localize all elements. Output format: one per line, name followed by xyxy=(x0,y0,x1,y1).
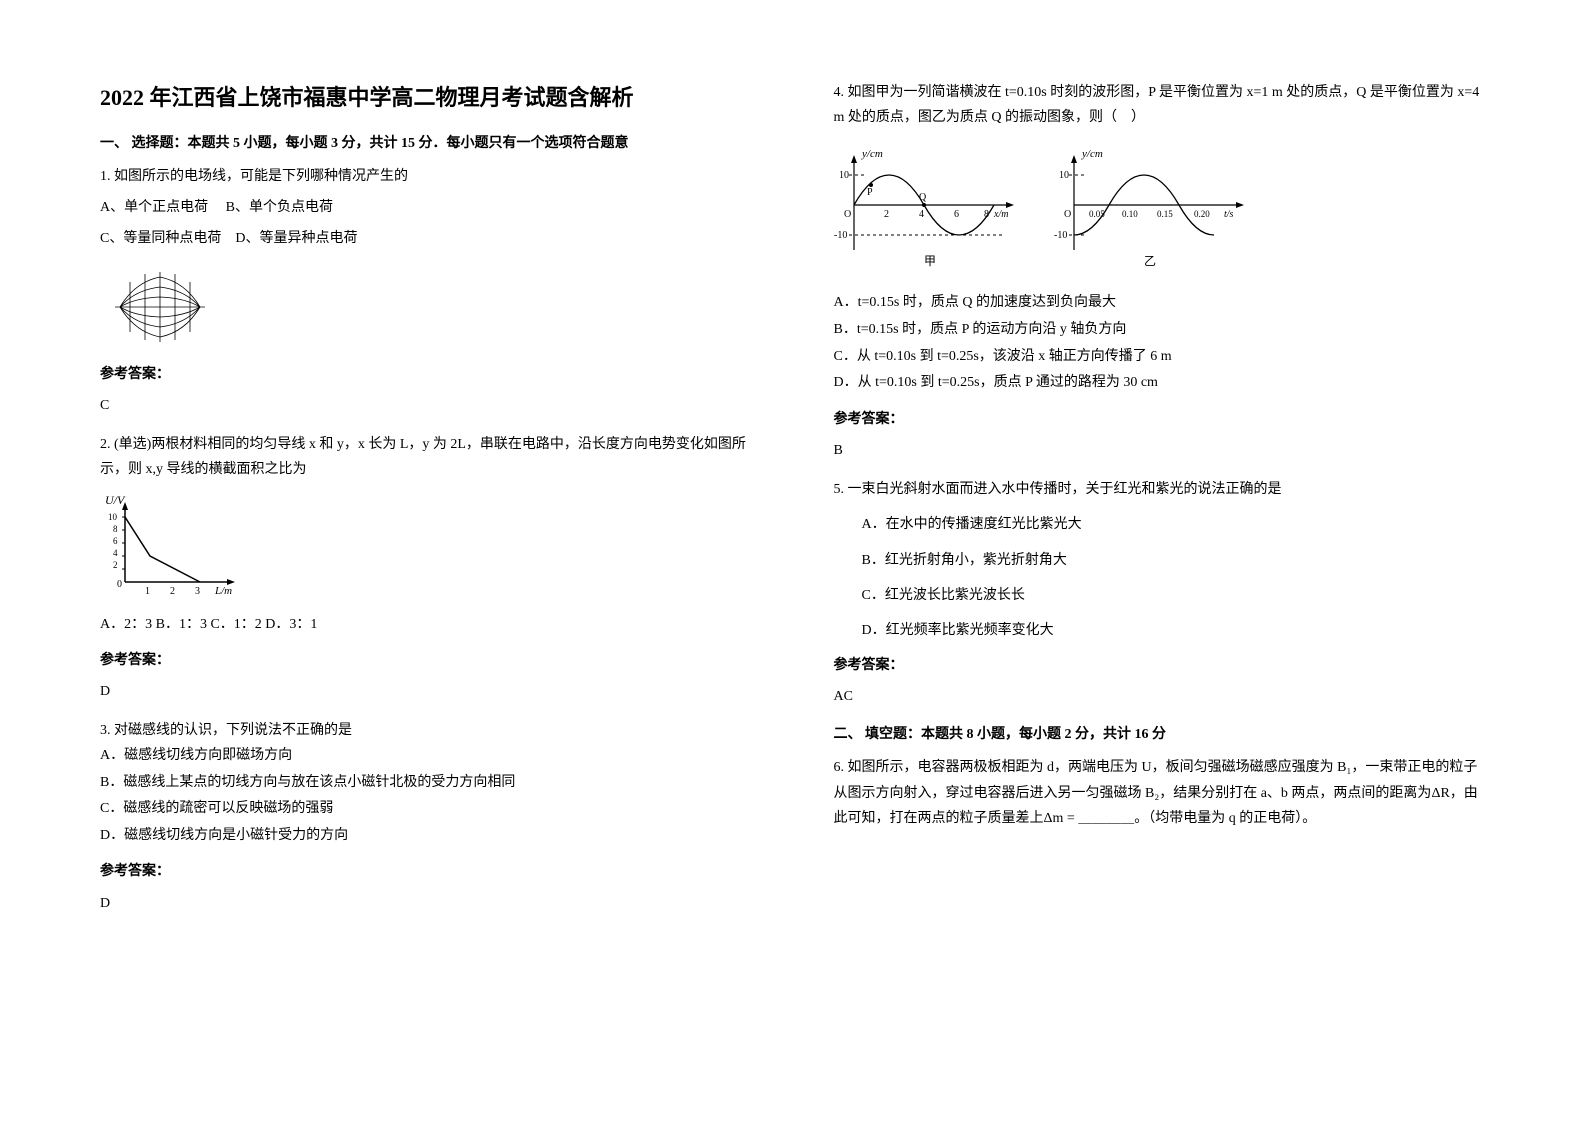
q2-xtick-0: 0 xyxy=(117,579,122,590)
q4l-xlabel: x/m xyxy=(993,209,1008,220)
q4-text: 4. 如图甲为一列简谐横波在 t=0.10s 时刻的波形图，P 是平衡位置为 x… xyxy=(834,80,1488,130)
q6-text1: 6. 如图所示，电容器两极板相距为 d，两端电压为 U，板间匀强磁场磁感应强度为… xyxy=(834,760,1478,800)
q4r-xlabel: t/s xyxy=(1224,209,1234,220)
q4l-P: P xyxy=(867,187,873,198)
q1-ans-label: 参考答案： xyxy=(100,362,754,387)
q2-xlabel: L/m xyxy=(214,585,232,597)
q2-ylabel: U/V xyxy=(105,493,126,507)
q1-ans: C xyxy=(100,393,754,418)
q4-optB: B．t=0.15s 时，质点 P 的运动方向沿 y 轴负方向 xyxy=(834,317,1488,344)
q4l-x4: 4 xyxy=(919,209,924,220)
question-5: 5. 一束白光斜射水面而进入水中传播时，关于红光和紫光的说法正确的是 A．在水中… xyxy=(834,477,1488,709)
q4r-O: O xyxy=(1064,209,1071,220)
q2-text: 2. (单选)两根材料相同的均匀导线 x 和 y，x 长为 L，y 为 2L，串… xyxy=(100,432,754,482)
question-1: 1. 如图所示的电场线，可能是下列哪种情况产生的 A、单个正点电荷 B、单个负点… xyxy=(100,164,754,418)
q4-figures: y/cm 10 -10 O 2 4 6 8 x/m P xyxy=(834,145,1488,275)
q2-ytick-2: 2 xyxy=(113,560,118,570)
q1-optD: D、等量异种点电荷 xyxy=(235,231,357,246)
q5-text: 5. 一束白光斜射水面而进入水中传播时，关于红光和紫光的说法正确的是 xyxy=(834,477,1488,502)
q2-xtick-3: 3 xyxy=(195,586,200,597)
q2-ytick-6: 6 xyxy=(113,536,118,546)
q4-optC: C．从 t=0.10s 到 t=0.25s，该波沿 x 轴正方向传播了 6 m xyxy=(834,344,1488,371)
q4r-y10: 10 xyxy=(1059,170,1069,181)
q6-deltaR: ΔR xyxy=(1431,786,1449,801)
q4l-y10: 10 xyxy=(839,170,849,181)
q4r-x4: 0.20 xyxy=(1194,209,1210,219)
q6-deltam: Δm xyxy=(1044,811,1064,826)
q4r-x2: 0.10 xyxy=(1122,209,1138,219)
q5-ans: AC xyxy=(834,684,1488,709)
q2-ytick-10: 10 xyxy=(108,512,118,522)
section2-header: 二、 填空题：本题共 8 小题，每小题 2 分，共计 16 分 xyxy=(834,723,1488,743)
right-column: 4. 如图甲为一列简谐横波在 t=0.10s 时刻的波形图，P 是平衡位置为 x… xyxy=(834,80,1488,930)
q3-optD: D．磁感线切线方向是小磁针受力的方向 xyxy=(100,823,754,850)
q2-opts: A．2：3 B．1：3 C．1：2 D．3：1 xyxy=(100,612,754,637)
q4l-Q: Q xyxy=(919,192,927,203)
q3-optA: A．磁感线切线方向即磁场方向 xyxy=(100,743,754,770)
q2-xtick-1: 1 xyxy=(145,586,150,597)
q4l-label: 甲 xyxy=(924,254,936,268)
q2-ans: D xyxy=(100,679,754,704)
question-4: 4. 如图甲为一列简谐横波在 t=0.10s 时刻的波形图，P 是平衡位置为 x… xyxy=(834,80,1488,463)
q1-optA: A、单个正点电荷 xyxy=(100,200,208,215)
q1-text: 1. 如图所示的电场线，可能是下列哪种情况产生的 xyxy=(100,164,754,189)
section1-header: 一、 选择题：本题共 5 小题，每小题 3 分，共计 15 分．每小题只有一个选… xyxy=(100,132,754,152)
q3-optB: B．磁感线上某点的切线方向与放在该点小磁针北极的受力方向相同 xyxy=(100,770,754,797)
q3-text: 3. 对磁感线的认识，下列说法不正确的是 xyxy=(100,718,754,743)
q5-ans-label: 参考答案： xyxy=(834,653,1488,678)
q4l-x2: 2 xyxy=(884,209,889,220)
q4l-x6: 6 xyxy=(954,209,959,220)
q4-optD: D．从 t=0.10s 到 t=0.25s，质点 P 通过的路程为 30 cm xyxy=(834,370,1488,397)
q2-ytick-4: 4 xyxy=(113,548,118,558)
q4l-yn10: -10 xyxy=(834,230,847,241)
q2-ans-label: 参考答案： xyxy=(100,648,754,673)
question-2: 2. (单选)两根材料相同的均匀导线 x 和 y，x 长为 L，y 为 2L，串… xyxy=(100,432,754,704)
q4r-yn10: -10 xyxy=(1054,230,1067,241)
q4r-label: 乙 xyxy=(1144,254,1156,268)
page-title: 2022 年江西省上饶市福惠中学高二物理月考试题含解析 xyxy=(100,80,754,112)
q2-figure: U/V 0 1 2 3 L/m 10 8 6 4 2 xyxy=(100,492,754,602)
q4-chart-right: y/cm 10 -10 O 0.05 0.10 0.15 0.20 t/s xyxy=(1054,145,1254,275)
q4-ans: B xyxy=(834,438,1488,463)
q4r-x3: 0.15 xyxy=(1157,209,1173,219)
q1-optB: B、单个负点电荷 xyxy=(226,200,333,215)
q4-ans-label: 参考答案： xyxy=(834,407,1488,432)
q2-ytick-8: 8 xyxy=(113,524,118,534)
q5-optA: A．在水中的传播速度红光比紫光大 xyxy=(862,512,1488,537)
q4-chart-left: y/cm 10 -10 O 2 4 6 8 x/m P xyxy=(834,145,1024,275)
question-3: 3. 对磁感线的认识，下列说法不正确的是 A．磁感线切线方向即磁场方向 B．磁感… xyxy=(100,718,754,916)
q3-ans-label: 参考答案： xyxy=(100,859,754,884)
q5-optB: B．红光折射角小，紫光折射角大 xyxy=(862,548,1488,573)
q5-optC: C．红光波长比紫光波长长 xyxy=(862,583,1488,608)
q1-figure xyxy=(100,262,754,352)
q3-ans: D xyxy=(100,891,754,916)
q4r-ylabel: y/cm xyxy=(1081,148,1103,160)
question-6: 6. 如图所示，电容器两极板相距为 d，两端电压为 U，板间匀强磁场磁感应强度为… xyxy=(834,755,1488,831)
q2-xtick-2: 2 xyxy=(170,586,175,597)
q4l-ylabel: y/cm xyxy=(861,148,883,160)
q5-optD: D．红光频率比紫光频率变化大 xyxy=(862,618,1488,643)
left-column: 2022 年江西省上饶市福惠中学高二物理月考试题含解析 一、 选择题：本题共 5… xyxy=(100,80,754,930)
q3-optC: C．磁感线的疏密可以反映磁场的强弱 xyxy=(100,796,754,823)
q4l-O: O xyxy=(844,209,851,220)
q4-optA: A．t=0.15s 时，质点 Q 的加速度达到负向最大 xyxy=(834,290,1488,317)
q6-text3: = ＿＿＿＿。（均带电量为 q 的正电荷）。 xyxy=(1063,811,1316,826)
q1-optC: C、等量同种点电荷 xyxy=(100,231,221,246)
